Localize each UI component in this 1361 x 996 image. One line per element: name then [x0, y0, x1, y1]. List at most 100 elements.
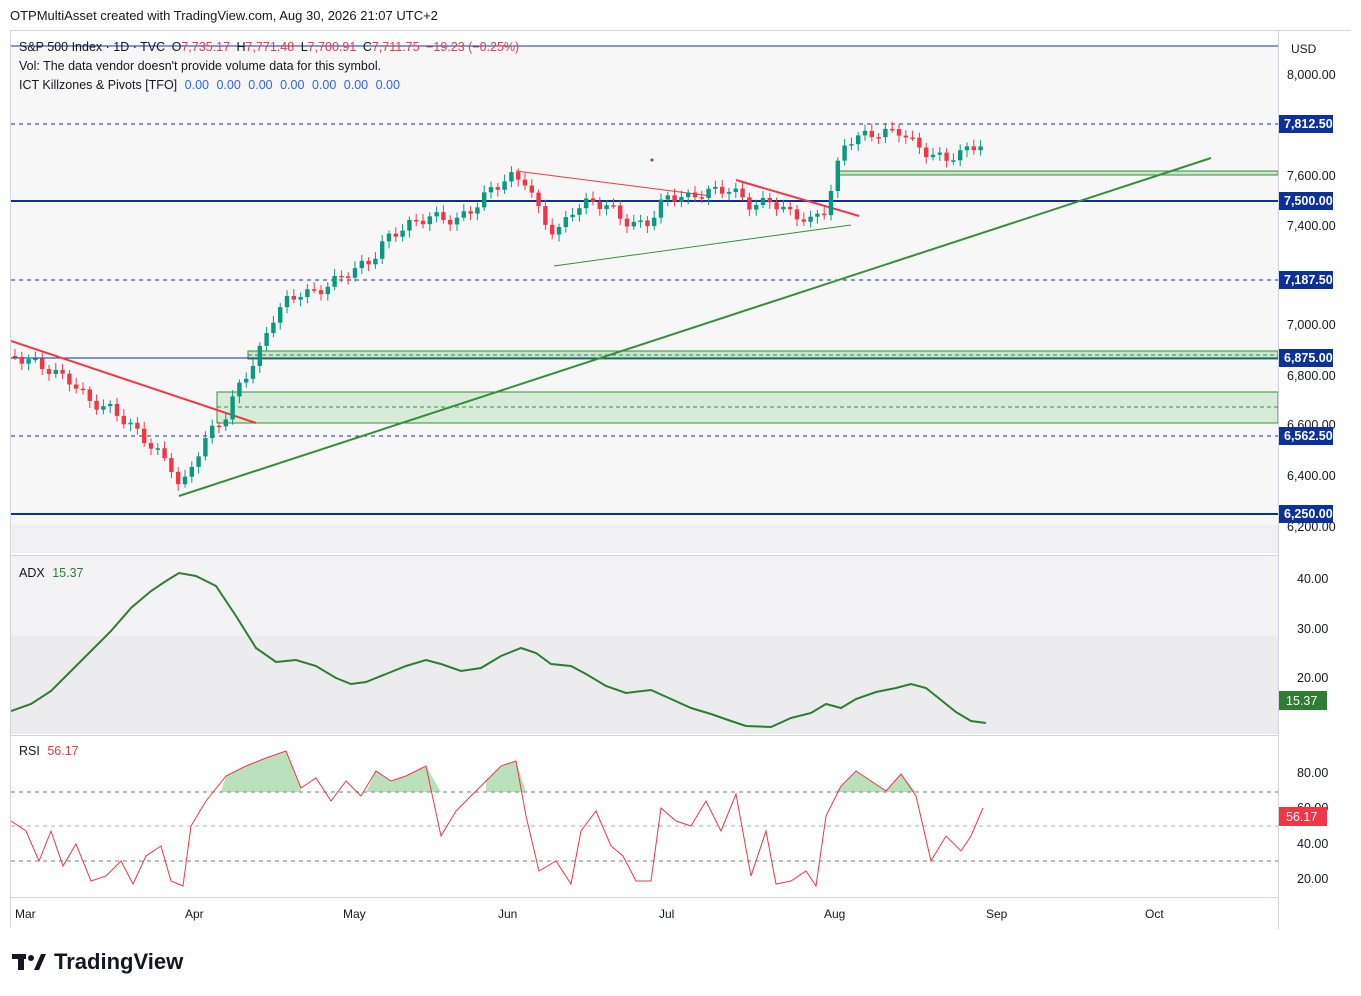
- candle-body: [427, 216, 432, 225]
- candle-body: [12, 356, 18, 358]
- rsi-legend[interactable]: RSI 56.17: [19, 742, 79, 761]
- level-badge-7812: 7,812.50: [1279, 115, 1333, 133]
- adx-value-badge: 15.37: [1279, 691, 1327, 710]
- candle-body: [114, 403, 120, 416]
- candle-body: [461, 211, 466, 218]
- svg-text:7,187.50: 7,187.50: [1284, 273, 1333, 287]
- candle-body: [706, 188, 711, 199]
- candle-body: [747, 197, 752, 210]
- march-downtrend-line[interactable]: [11, 340, 257, 424]
- candle-body: [346, 276, 351, 278]
- price-tick-7000: 7,000.00: [1287, 318, 1336, 332]
- long-uptrend-line[interactable]: [178, 157, 1212, 497]
- candle-body: [624, 218, 630, 227]
- time-axis[interactable]: Mar Apr May Jun Jul Aug Sep Oct: [11, 897, 1278, 929]
- symbol-name[interactable]: S&P 500 Index · 1D · TVC: [19, 40, 166, 54]
- candle-body: [597, 201, 602, 210]
- candle-body: [80, 388, 86, 391]
- candle-body: [502, 181, 507, 190]
- rsi-overbought-area: [486, 761, 531, 792]
- price-pane[interactable]: S&P 500 Index · 1D · TVC O7,735.17 H7,77…: [11, 31, 1278, 553]
- candle-body: [420, 220, 426, 225]
- candle-body: [692, 192, 698, 198]
- candle-body: [794, 209, 800, 220]
- candle-body: [305, 289, 310, 297]
- candlestick-series[interactable]: [12, 121, 983, 491]
- killzones-legend[interactable]: ICT Killzones & Pivots [TFO] 0.00 0.00 0…: [19, 78, 400, 92]
- candle-body: [284, 295, 290, 308]
- price-tick-8000: 8,000.00: [1287, 68, 1336, 82]
- candle-body: [74, 384, 79, 389]
- level-badge-6562: 6,562.50: [1279, 427, 1333, 445]
- svg-text:7,812.50: 7,812.50: [1284, 117, 1333, 131]
- candle-body: [46, 369, 52, 374]
- candle-body: [754, 204, 759, 210]
- chart-frame[interactable]: S&P 500 Index · 1D · TVC O7,735.17 H7,77…: [10, 30, 1352, 929]
- candle-body: [271, 322, 276, 334]
- time-label-jul: Jul: [659, 907, 674, 921]
- june-upper-wedge-line[interactable]: [515, 170, 712, 197]
- price-tick-6800: 6,800.00: [1287, 369, 1336, 383]
- candle-body: [454, 217, 460, 225]
- symbol-legend[interactable]: S&P 500 Index · 1D · TVC O7,735.17 H7,77…: [19, 38, 519, 57]
- candle-body: [720, 186, 725, 194]
- candle-body: [801, 219, 806, 222]
- candle-body: [318, 290, 324, 295]
- price-axis[interactable]: USD 8,000.00 7,600.00 7,400.00 7,000.00 …: [1278, 31, 1352, 929]
- price-chart[interactable]: [11, 31, 1278, 553]
- candle-body: [121, 415, 126, 425]
- price-tick-7600: 7,600.00: [1287, 169, 1336, 183]
- candle-body: [964, 146, 970, 151]
- time-label-jun: Jun: [498, 907, 517, 921]
- candle-body: [216, 425, 222, 428]
- price-tick-6400: 6,400.00: [1287, 469, 1336, 483]
- candle-body: [60, 369, 65, 374]
- adx-legend[interactable]: ADX 15.37: [19, 564, 83, 583]
- candle-body: [590, 198, 596, 202]
- brand-name: TradingView: [54, 949, 184, 974]
- candle-body: [40, 358, 45, 370]
- adx-tick-30: 30.00: [1297, 622, 1328, 636]
- tradingview-brand[interactable]: TradingView: [12, 949, 183, 975]
- candle-body: [250, 365, 256, 379]
- adx-tick-40: 40.00: [1297, 572, 1328, 586]
- candle-body: [87, 389, 92, 401]
- rsi-pane[interactable]: RSI 56.17: [11, 735, 1278, 897]
- rsi-chart[interactable]: [11, 736, 1278, 898]
- candle-body: [835, 160, 840, 192]
- candle-body: [509, 172, 514, 182]
- candle-body: [924, 147, 929, 158]
- adx-chart[interactable]: [11, 556, 1278, 734]
- candle-body: [94, 400, 99, 410]
- time-label-mar: Mar: [15, 907, 36, 921]
- candle-body: [366, 260, 371, 265]
- candle-body: [516, 172, 521, 180]
- candle-body: [441, 212, 446, 220]
- june-lower-wedge-line[interactable]: [553, 224, 852, 267]
- candle-body: [869, 130, 874, 138]
- adx-name[interactable]: ADX: [19, 566, 45, 580]
- time-label-aug: Aug: [824, 907, 845, 921]
- candle-body: [849, 144, 854, 146]
- candle-body: [604, 205, 609, 210]
- svg-text:56.17: 56.17: [1286, 810, 1317, 824]
- candle-body: [740, 188, 745, 198]
- time-label-apr: Apr: [185, 907, 204, 921]
- candle-body: [672, 195, 677, 202]
- candle-body: [325, 286, 330, 295]
- adx-pane[interactable]: ADX 15.37: [11, 555, 1278, 734]
- july-downtrend-line[interactable]: [735, 179, 860, 217]
- candle-body: [522, 179, 528, 186]
- candle-body: [495, 187, 500, 190]
- candle-body: [434, 212, 439, 217]
- candle-body: [529, 185, 534, 193]
- time-label-may: May: [343, 907, 366, 921]
- rsi-name[interactable]: RSI: [19, 744, 40, 758]
- candle-body: [543, 206, 548, 225]
- candle-body: [148, 443, 154, 449]
- candle-body: [631, 221, 636, 227]
- candle-body: [169, 458, 174, 472]
- candle-body: [903, 135, 908, 138]
- candle-body: [264, 333, 269, 346]
- killzones-name[interactable]: ICT Killzones & Pivots [TFO]: [19, 78, 178, 92]
